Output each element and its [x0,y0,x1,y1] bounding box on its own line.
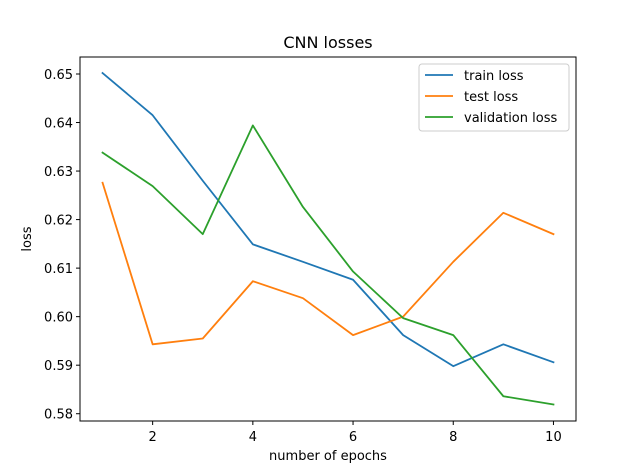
y-tick-label: 0.65 [44,68,73,83]
y-axis: 0.58 0.59 0.60 0.61 0.62 0.63 0.64 0.65 [44,68,80,423]
legend-label: train loss [464,69,524,84]
y-tick-label: 0.64 [44,117,73,132]
y-tick-label: 0.60 [44,311,73,326]
y-axis-label: loss [20,226,35,251]
plot-area [101,71,555,406]
x-tick-label: 4 [249,430,257,445]
x-tick-label: 10 [545,430,562,445]
series-line-test-loss [101,181,555,346]
y-tick-label: 0.59 [44,359,73,374]
x-tick-label: 6 [349,430,357,445]
x-tick-label: 8 [449,430,457,445]
axes-frame [79,56,577,422]
x-tick-label: 2 [149,430,157,445]
x-axis-label: number of epochs [269,449,387,464]
x-axis: 2 4 6 8 10 [149,421,562,445]
y-tick-label: 0.58 [44,408,73,423]
y-tick-label: 0.63 [44,165,73,180]
legend-label: test loss [464,90,518,105]
chart-title: CNN losses [283,33,372,52]
legend: train loss test loss validation loss [418,63,570,132]
y-tick-label: 0.62 [44,214,73,229]
legend-box [418,63,570,132]
series-line-train-loss [101,71,555,368]
legend-label: validation loss [464,111,557,126]
y-tick-label: 0.61 [44,262,73,277]
series-line-validation-loss [101,124,555,406]
